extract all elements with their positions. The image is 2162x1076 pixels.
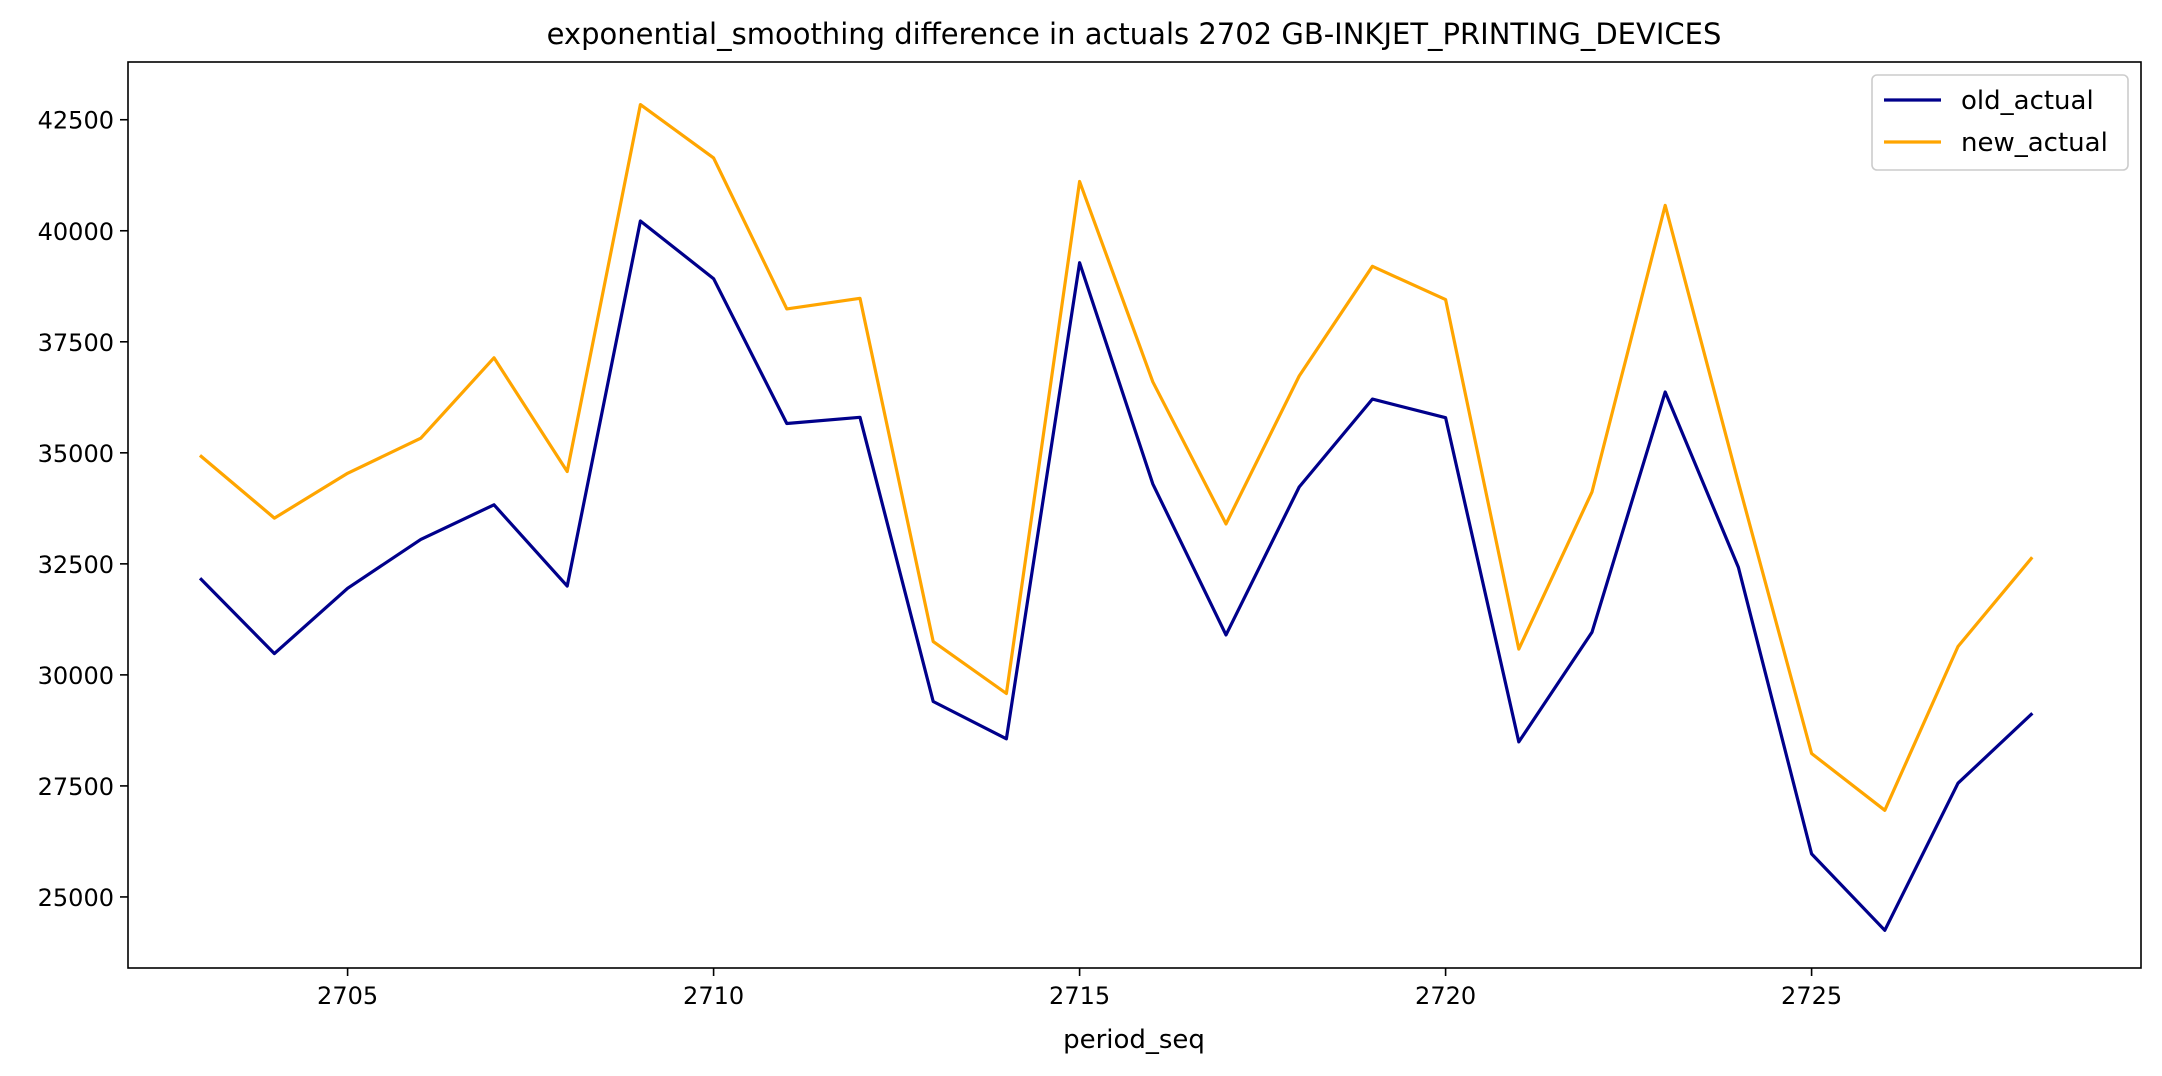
x-axis-label: period_seq xyxy=(1063,1025,1205,1055)
y-tick-label: 30000 xyxy=(38,662,114,690)
plot-area-frame xyxy=(127,61,2142,969)
x-axis-ticks: 2705 2710 2715 2720 2725 xyxy=(317,968,1842,1010)
x-tick-label: 2710 xyxy=(683,982,744,1010)
y-axis-ticks: 25000 27500 30000 32500 35000 37500 40000 42500 xyxy=(38,107,128,912)
x-tick-label: 2715 xyxy=(1049,982,1110,1010)
y-tick-label: 27500 xyxy=(38,773,114,801)
x-tick-label: 2720 xyxy=(1415,982,1476,1010)
y-tick-label: 32500 xyxy=(38,551,114,579)
y-tick-label: 40000 xyxy=(38,218,114,246)
series-line-old-actual xyxy=(198,219,2034,932)
series-line-new-actual xyxy=(198,102,2034,812)
plot-lines xyxy=(198,102,2034,932)
y-tick-label: 35000 xyxy=(38,440,114,468)
legend-label-new-actual: new_actual xyxy=(1961,128,2108,158)
y-tick-label: 37500 xyxy=(38,329,114,357)
legend: old_actual new_actual xyxy=(1871,74,2129,171)
x-tick-label: 2705 xyxy=(317,982,378,1010)
y-tick-label: 25000 xyxy=(38,884,114,912)
y-tick-label: 42500 xyxy=(38,107,114,135)
legend-label-old-actual: old_actual xyxy=(1961,86,2094,116)
x-tick-label: 2725 xyxy=(1781,982,1842,1010)
chart-title: exponential_smoothing difference in actu… xyxy=(547,17,1722,51)
